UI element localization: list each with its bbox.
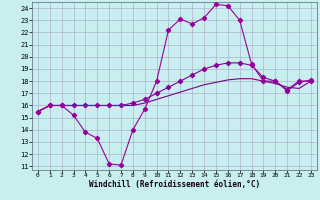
X-axis label: Windchill (Refroidissement éolien,°C): Windchill (Refroidissement éolien,°C): [89, 180, 260, 189]
